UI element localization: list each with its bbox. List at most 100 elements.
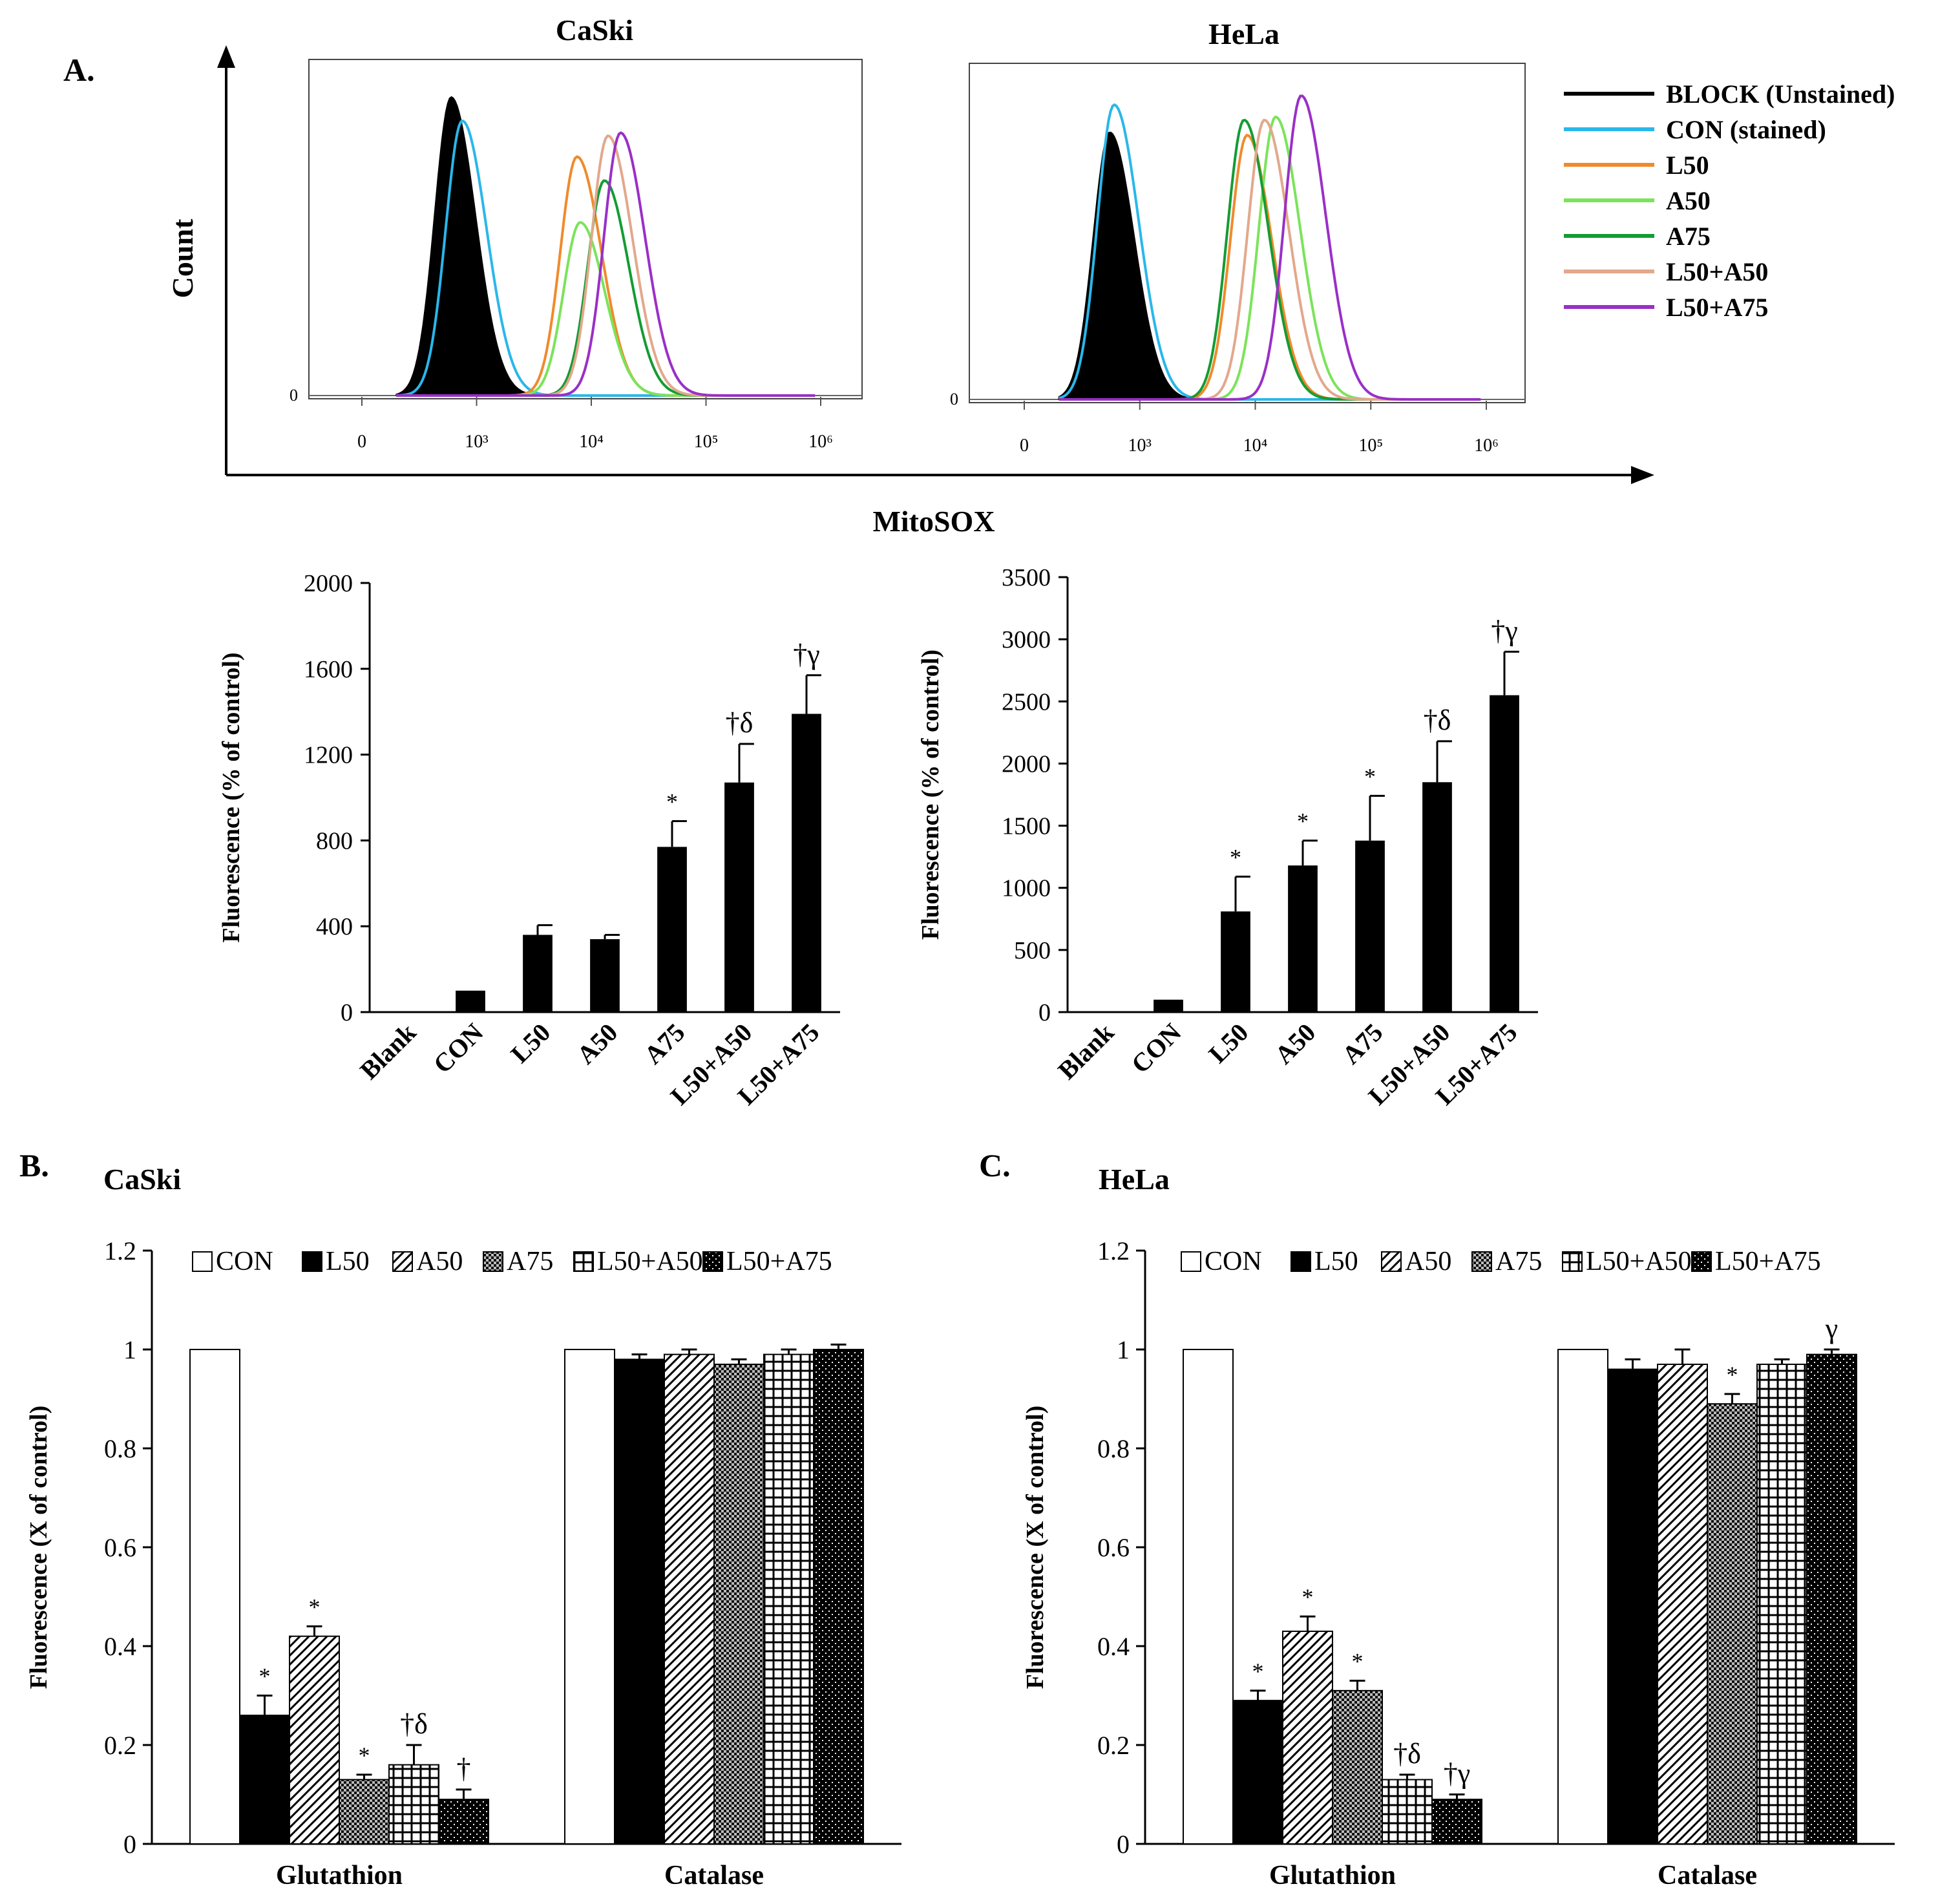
y-tick-label: 0.6 [1097, 1533, 1130, 1562]
significance-mark-glutathion-l50: * [1252, 1658, 1264, 1684]
legend-swatch-l50-a50 [573, 1251, 594, 1272]
significance-mark-catalase-l50-a75: γ [1825, 1313, 1838, 1344]
x-tick-label: 0 [357, 432, 366, 452]
bar-catalase-a50 [664, 1353, 715, 1845]
y-tick-label: 0 [123, 1830, 136, 1859]
bar-glutathion-l50 [239, 1715, 290, 1845]
chart-title-caski-enzymes: CaSki [103, 1163, 181, 1196]
x-tick-label: 10⁵ [1358, 436, 1383, 456]
y-tick-label: 1600 [304, 656, 353, 683]
y-zero-label: 0 [290, 386, 298, 405]
legend-swatch-l50-a75 [1691, 1251, 1712, 1272]
histogram-hela: HeLa 0 0 10³ 10⁴ 10⁵ 10⁶ [950, 17, 1526, 456]
bar-a50 [1288, 865, 1318, 1012]
bar-a75 [1355, 840, 1385, 1012]
significance-mark-glutathion-a75: * [1352, 1649, 1364, 1675]
bar-glutathion-l50-a50 [1382, 1779, 1433, 1845]
bar-glutathion-l50-a50 [388, 1764, 439, 1845]
legend-label-l50-a50: L50+A50 [1586, 1247, 1692, 1276]
legend-label-a50: A50 [1666, 186, 1711, 215]
legend-label-a75: A75 [1666, 222, 1711, 251]
histogram-title-caski: CaSki [556, 14, 633, 47]
legend-label-l50: L50 [1314, 1247, 1358, 1276]
y-tick-label: 500 [1014, 937, 1051, 964]
panel-label-a: A. [63, 52, 95, 88]
x-tick-label-a75: A75 [638, 1018, 691, 1070]
y-axis-label: Fluorescence (% of control) [917, 650, 944, 940]
bar-con [456, 990, 485, 1012]
bar-l50-a75 [1490, 695, 1519, 1012]
legend-swatch-a50 [1381, 1251, 1402, 1272]
bar-catalase-a50 [1657, 1363, 1708, 1845]
bar-catalase-a75 [1707, 1403, 1758, 1845]
y-axis-label: Fluorescence (X of control) [1022, 1406, 1049, 1689]
bar-catalase-l50-a50 [763, 1353, 814, 1845]
x-category-label-glutathion: Glutathion [276, 1861, 403, 1890]
legend-swatch-a50 [392, 1251, 413, 1272]
bar-catalase-l50 [614, 1359, 665, 1845]
legend-swatch-con [1181, 1251, 1201, 1272]
y-tick-label: 0.6 [104, 1533, 136, 1562]
y-tick-label: 1500 [1002, 813, 1051, 840]
x-category-label-catalase: Catalase [1658, 1861, 1757, 1890]
legend-swatch-a75 [483, 1251, 503, 1272]
legend-swatch-con [192, 1251, 213, 1272]
x-tick-label: 10⁶ [808, 432, 833, 452]
legend-label-a50: A50 [1405, 1247, 1451, 1276]
x-tick-label-a50: A50 [571, 1018, 624, 1070]
significance-mark-glutathion-a50: * [1302, 1584, 1314, 1610]
x-tick-label: 10³ [1128, 436, 1152, 456]
bar-glutathion-a50 [1282, 1631, 1333, 1845]
significance-mark-glutathion-l50-a75: †γ [1444, 1758, 1470, 1790]
significance-mark-a75: * [1364, 763, 1376, 789]
y-tick-label: 0 [1117, 1830, 1130, 1859]
bar-l50 [1221, 911, 1250, 1012]
x-category-label-catalase: Catalase [664, 1861, 764, 1890]
y-tick-label: 0.4 [104, 1632, 136, 1661]
significance-mark-a50: * [1297, 809, 1309, 834]
y-tick-label: 0.2 [104, 1731, 136, 1760]
legend-label-l50-a75: L50+A75 [726, 1247, 832, 1276]
x-tick-label: 10⁴ [1243, 436, 1268, 456]
bar-catalase-l50-a75 [1806, 1353, 1857, 1845]
panel-label-b: B. [19, 1147, 49, 1183]
bar-con [1154, 999, 1183, 1012]
x-tick-label-l50: L50 [505, 1018, 556, 1069]
y-tick-label: 3500 [1002, 564, 1051, 591]
bar-glutathion-l50 [1232, 1700, 1283, 1845]
y-tick-label: 0 [1038, 999, 1051, 1026]
histogram-caski: CaSki 0 0 10³ 10⁴ 10⁵ 10⁶ [290, 14, 863, 452]
x-tick-label: 0 [1020, 436, 1029, 456]
legend-label-con: CON [216, 1247, 273, 1276]
y-tick-label: 1000 [1002, 875, 1051, 902]
bar-l50 [523, 935, 553, 1012]
significance-mark-catalase-a75: * [1727, 1362, 1738, 1388]
y-tick-label: 400 [316, 913, 353, 940]
significance-mark-glutathion-l50-a50: †δ [1393, 1738, 1421, 1770]
y-tick-label: 1 [1117, 1335, 1130, 1364]
histogram-l50-a75-line [396, 131, 816, 397]
significance-mark-l50-a75: †γ [793, 639, 819, 670]
histogram-frame-hela [969, 63, 1526, 403]
y-tick-label: 0.4 [1097, 1632, 1130, 1661]
bar-catalase-con [564, 1349, 615, 1845]
legend-label-a50: A50 [416, 1247, 463, 1276]
bar-l50-a50 [724, 782, 754, 1012]
bar-glutathion-l50-a75 [1431, 1799, 1482, 1845]
panel-label-c: C. [979, 1147, 1011, 1183]
legend-label-l50-a75: L50+A75 [1715, 1247, 1821, 1276]
y-tick-label: 0.8 [104, 1434, 136, 1463]
bar-glutathion-l50-a75 [438, 1799, 489, 1845]
bar-glutathion-a50 [289, 1635, 340, 1845]
y-tick-label: 0.2 [1097, 1731, 1130, 1760]
histogram-legend: BLOCK (Unstained) CON (stained) L50 A50 A75 L… [1564, 79, 1895, 322]
legend-label-con: CON [1205, 1247, 1262, 1276]
bar-chart-hela-mitosox: 0 500 1000 1500 2000 2500 3000 3500 Blank CON * L50… [917, 564, 1538, 1110]
legend-label-con-stained: CON (stained) [1666, 115, 1826, 144]
legend-label-l50-a50: L50+A50 [1666, 257, 1768, 286]
legend-label-l50-a50: L50+A50 [597, 1247, 703, 1276]
count-axis-label: Count [166, 218, 199, 298]
bar-catalase-con [1557, 1349, 1608, 1845]
significance-mark-glutathion-l50-a75: † [457, 1753, 471, 1784]
